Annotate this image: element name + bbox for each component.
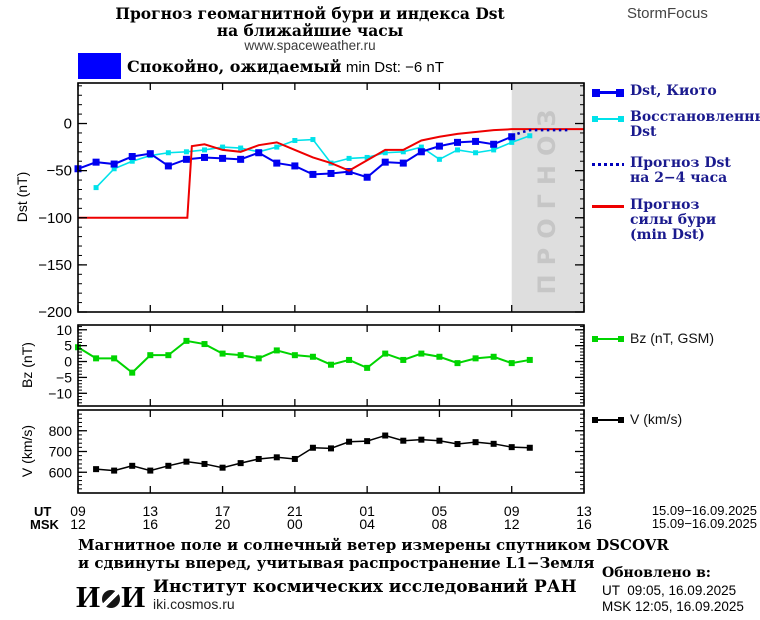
x-tick-label-msk: 04 [359, 516, 375, 532]
bz-axis-title: Bz (nT) [19, 342, 35, 388]
svg-text:−5: −5 [56, 369, 72, 385]
date-range-msk: 15.09−16.09.2025 [651, 516, 757, 531]
svg-text:−100: −100 [38, 210, 72, 227]
ut-axis-prefix: UT [34, 504, 52, 519]
x-tick-label-ut: 09 [70, 503, 86, 519]
x-tick-label-ut: 13 [142, 503, 159, 519]
site-url: www.spaceweather.ru [244, 38, 376, 53]
legend-restored-dst: ВосстановленныйDst [592, 110, 760, 140]
dst-axis-title: Dst (nT) [14, 171, 30, 223]
x-tick-label-ut: 21 [287, 503, 303, 519]
date-range-ut: 15.09−16.09.2025 [651, 503, 757, 518]
storm-level-swatch [78, 53, 121, 79]
svg-text:700: 700 [49, 444, 73, 460]
page-title-line1: Прогноз геомагнитной бури и индекса Dst [115, 4, 505, 23]
x-tick-label-msk: 00 [287, 516, 303, 532]
svg-text:−200: −200 [38, 304, 72, 321]
page-title-line2: на ближайшие часы [216, 21, 404, 40]
v-marker [592, 413, 624, 426]
x-tick-label-msk: 20 [214, 516, 231, 532]
legend-dst-kyoto: Dst, Киото [592, 84, 717, 99]
storm-status-ru: Спокойно, ожидаемый [127, 57, 342, 76]
x-tick-label-msk: 16 [576, 516, 592, 532]
x-tick-label-ut: 17 [214, 503, 231, 519]
svg-text:10: 10 [56, 322, 72, 338]
storm-forecast-marker [592, 200, 624, 213]
restored-dst-marker [592, 112, 624, 125]
x-tick-label-msk: 12 [70, 516, 86, 532]
storm-status-text: Спокойно, ожидаемый min Dst: −6 nT [127, 57, 444, 77]
iki-logo-circle-icon [102, 590, 121, 608]
footnote-line2: и сдвинуты вперед, учитывая распростране… [78, 554, 595, 572]
storm-status-min-dst: min Dst: −6 nT [345, 59, 444, 76]
bz-marker [592, 332, 624, 345]
svg-text:600: 600 [49, 464, 73, 480]
institute-name: Институт космических исследований РАН [153, 577, 577, 597]
x-tick-label-ut: 05 [431, 503, 448, 519]
legend-v: V (km/s) [592, 411, 682, 427]
x-tick-label-ut: 13 [576, 503, 592, 519]
x-tick-label-ut: 01 [359, 503, 375, 519]
legend-bz: Bz (nT, GSM) [592, 330, 714, 346]
footnote-line1: Магнитное поле и солнечный ветер измерен… [78, 536, 669, 554]
svg-text:0: 0 [64, 354, 72, 370]
svg-text:0: 0 [64, 116, 72, 133]
forecast-dst-marker [592, 158, 624, 171]
svg-text:−10: −10 [48, 385, 72, 401]
svg-text:−150: −150 [38, 257, 72, 274]
brand-label: StormFocus [627, 5, 708, 22]
updated-ut: UT 09:05, 16.09.2025 [602, 583, 737, 598]
x-tick-label-ut: 09 [503, 503, 520, 519]
legend-storm-forecast: Прогноз силы бури (min Dst) [592, 198, 716, 243]
x-tick-label-msk: 16 [142, 516, 159, 532]
svg-text:800: 800 [49, 423, 73, 439]
v-axis-title: V (km/s) [19, 424, 35, 478]
x-tick-label-msk: 12 [503, 516, 520, 532]
svg-text:−50: −50 [47, 163, 72, 180]
updated-msk: MSK 12:05, 16.09.2025 [602, 599, 744, 614]
x-tick-label-msk: 08 [431, 516, 448, 532]
svg-text:5: 5 [64, 338, 72, 354]
legend-forecast-dst: Прогноз Dst на 2−4 часа [592, 156, 731, 186]
institute-url: iki.cosmos.ru [153, 596, 235, 612]
updated-label: Обновлено в: [602, 565, 711, 581]
msk-axis-prefix: MSK [30, 517, 59, 532]
dst-kyoto-marker [592, 86, 624, 99]
svg-text:ПРОГНОЗ: ПРОГНОЗ [533, 101, 561, 295]
